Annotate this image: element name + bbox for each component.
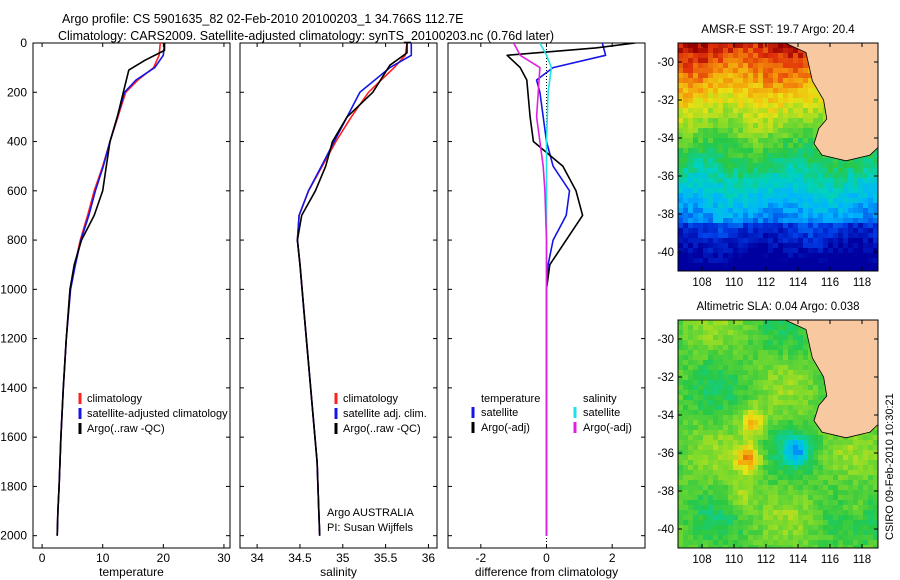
- y-tick-label: 1000: [0, 282, 27, 296]
- y-tick-label: 400: [7, 135, 27, 149]
- legend-label: satellite: [481, 407, 518, 419]
- annotation-line: PI: Susan Wijffels: [327, 522, 413, 534]
- series-line-argo-raw-qc-: [56, 43, 166, 536]
- x-tick-label: 116: [821, 554, 839, 566]
- x-tick-label: 35: [336, 551, 350, 565]
- y-tick-label: 1400: [0, 381, 27, 395]
- y-tick-label: -34: [657, 133, 674, 145]
- legend: climatology satellite-adjusted climatolog…: [78, 393, 228, 435]
- y-tick-label: 1800: [0, 479, 27, 493]
- y-tick-label: -38: [657, 209, 674, 221]
- map-title: Altimetric SLA: 0.04 Argo: 0.038: [696, 301, 859, 313]
- plot-frame: [239, 42, 438, 549]
- y-tick-label: -32: [657, 95, 674, 107]
- x-tick-label: 112: [757, 277, 775, 289]
- csiro-timestamp-label: CSIRO 09-Feb-2010 10:30:21: [884, 393, 896, 540]
- x-axis-label: salinity: [320, 565, 357, 579]
- map-frame: [677, 42, 879, 272]
- y-tick-label: -36: [657, 448, 674, 460]
- x-tick-label: -2: [475, 551, 486, 565]
- legend-label: satellite adj. clim.: [343, 408, 427, 420]
- map-field: [678, 320, 878, 548]
- y-tick-label: 200: [7, 85, 27, 99]
- x-tick-label: 108: [692, 277, 711, 289]
- y-tick-label: 600: [7, 184, 27, 198]
- y-tick-label: 1600: [0, 430, 27, 444]
- y-tick-label: -34: [657, 410, 674, 422]
- plot-frame: [32, 42, 231, 549]
- x-tick-label: 110: [725, 277, 743, 289]
- x-tick-label: 34.5: [288, 551, 312, 565]
- map-title: AMSR-E SST: 19.7 Argo: 20.4: [701, 24, 855, 36]
- y-tick-label: 2000: [0, 529, 27, 543]
- series-group: [56, 43, 166, 536]
- x-tick-label: 0: [543, 551, 550, 565]
- legend-label: Argo(-adj): [583, 422, 632, 434]
- land-mass: [784, 320, 878, 439]
- y-tick-label: -36: [657, 171, 674, 183]
- legend-label: satellite-adjusted climatology: [87, 408, 228, 420]
- x-axis-label: difference from climatology: [475, 565, 618, 579]
- x-tick-label: 118: [853, 277, 871, 289]
- salinity-profile-panel: 34 34.5 35 35.5 36 salinity climatology satelli…: [239, 42, 438, 579]
- x-tick-label: 35.5: [374, 551, 398, 565]
- legend-group-title: salinity: [583, 393, 617, 405]
- legend-label: climatology: [343, 393, 399, 405]
- legend-label: Argo(..raw -QC): [343, 423, 421, 435]
- legend: temperature salinity satellite Argo(-adj) sa…: [471, 393, 632, 434]
- land-mass: [784, 43, 878, 162]
- x-tick-label: 114: [789, 277, 808, 289]
- y-tick-label: 0: [20, 36, 27, 50]
- annotation-line: Argo AUSTRALIA: [327, 507, 414, 519]
- x-tick-label: 114: [789, 554, 808, 566]
- legend-label: Argo(..raw -QC): [87, 423, 165, 435]
- x-axis-label: temperature: [99, 565, 164, 579]
- figure-title-line2: Climatology: CARS2009. Satellite-adjuste…: [58, 29, 555, 43]
- x-tick-label: 0: [39, 551, 46, 565]
- series-group: [296, 43, 413, 536]
- x-tick-label: 116: [821, 277, 839, 289]
- y-tick-label: -40: [657, 524, 674, 536]
- temperature-profile-panel: 0 10 20 30 0 200 400 600 800 1000 1200 1400 1600 1800…: [0, 36, 231, 579]
- x-tick-label: 110: [725, 554, 743, 566]
- y-tick-label: -38: [657, 486, 674, 498]
- figure-title-line1: Argo profile: CS 5901635_82 02-Feb-2010 …: [62, 12, 464, 26]
- x-tick-label: 10: [96, 551, 110, 565]
- y-tick-label: 1200: [0, 332, 27, 346]
- y-tick-label: -30: [657, 57, 674, 69]
- sst-map-panel: 108 110 112 114 116 118 -30 -32 -34 -36 -38 -40 AMSR…: [657, 24, 879, 289]
- x-tick-label: 112: [757, 554, 775, 566]
- x-tick-label: 20: [157, 551, 171, 565]
- x-tick-label: 2: [609, 551, 616, 565]
- series-line-salinity-argo-adj-: [512, 43, 548, 536]
- map-frame: [677, 319, 879, 549]
- sla-map-panel: 108 110 112 114 116 118 -30 -32 -34 -36 -38 -40 Alti…: [657, 301, 879, 566]
- x-tick-label: 34: [250, 551, 264, 565]
- x-tick-label: 108: [692, 554, 711, 566]
- legend-group-title: temperature: [481, 393, 540, 405]
- y-tick-label: -40: [657, 247, 674, 259]
- y-tick-label: 800: [7, 233, 27, 247]
- x-tick-label: 118: [853, 554, 871, 566]
- x-tick-label: 30: [217, 551, 231, 565]
- y-tick-label: -32: [657, 372, 674, 384]
- legend: climatology satellite adj. clim. Argo(..ra…: [334, 393, 427, 435]
- legend-label: climatology: [87, 393, 143, 405]
- legend-label: Argo(-adj): [481, 422, 530, 434]
- legend-label: satellite: [583, 407, 620, 419]
- series-group: [506, 43, 636, 548]
- x-tick-label: 36: [422, 551, 436, 565]
- map-field: [678, 43, 878, 271]
- y-tick-label: -30: [657, 334, 674, 346]
- series-line-argo-raw-qc-: [296, 43, 408, 536]
